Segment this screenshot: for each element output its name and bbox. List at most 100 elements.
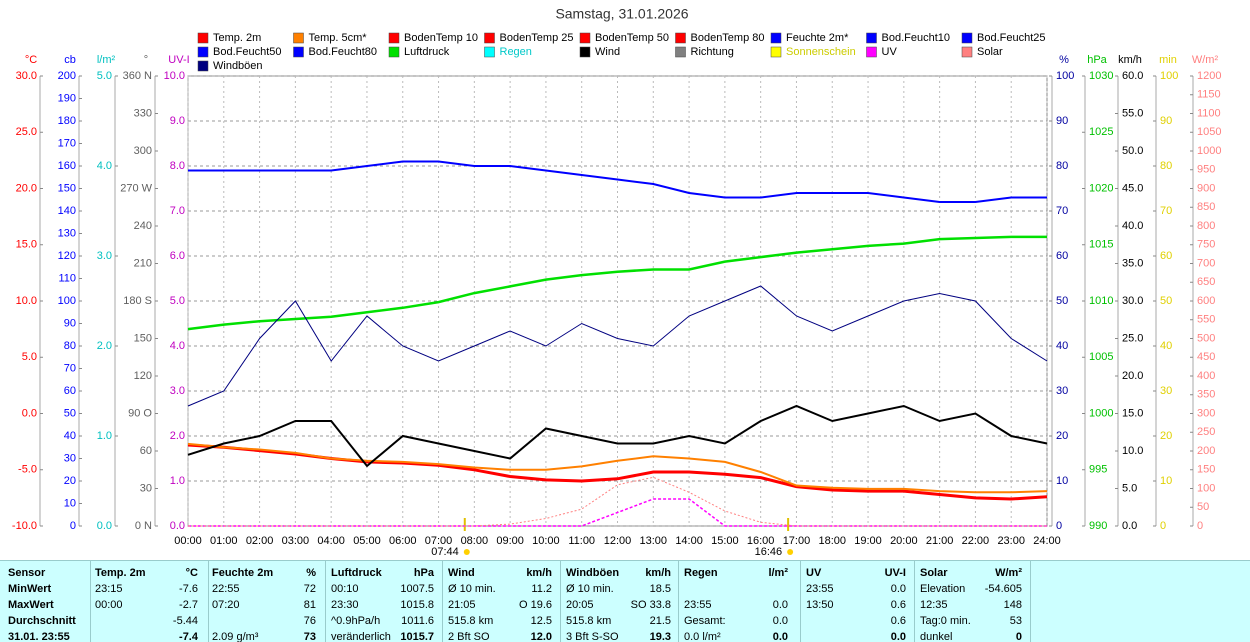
x-tick-label: 20:00 — [890, 535, 918, 547]
y-tick-label: 100 — [1056, 70, 1074, 82]
y-tick-label: 1.0 — [170, 475, 185, 487]
table-cell: MinWert — [8, 583, 52, 595]
y-tick-label: 60.0 — [1122, 70, 1143, 82]
legend-swatch — [197, 60, 209, 72]
table-cell: MaxWert — [8, 599, 54, 611]
y-tick-label: 500 — [1197, 332, 1215, 344]
y-tick-label: 30 — [64, 452, 76, 464]
annotation-label: 07:44 — [431, 546, 459, 558]
table-cell: Gesamt: — [684, 615, 726, 627]
y-tick-label: 1010 — [1089, 295, 1113, 307]
axis-unit: UV-I — [168, 54, 189, 66]
y-tick-label: 1050 — [1197, 126, 1221, 138]
legend-swatch — [293, 46, 304, 58]
y-tick-label: 90 — [1056, 115, 1068, 127]
legend-label: BodenTemp 50 — [595, 32, 669, 44]
table-cell: 18.5 — [649, 583, 671, 595]
x-tick-label: 04:00 — [317, 535, 345, 547]
legend-label: BodenTemp 25 — [500, 32, 574, 44]
y-tick-label: 360 N — [123, 70, 152, 82]
table-cell: -54.605 — [984, 583, 1022, 595]
y-tick-label: 1005 — [1089, 351, 1113, 363]
y-tick-label: 0 N — [135, 520, 152, 532]
y-tick-label: 2.0 — [170, 430, 185, 442]
x-tick-label: 00:00 — [174, 535, 202, 547]
table-cell: Ø 10 min. — [448, 583, 496, 595]
table-cell: 72 — [303, 583, 316, 595]
y-tick-label: 300 — [1197, 407, 1215, 419]
table-cell: hPa — [413, 567, 434, 579]
table-cell: veränderlich — [331, 631, 391, 642]
table-cell: 12.0 — [530, 631, 552, 642]
y-tick-label: 5.0 — [170, 295, 185, 307]
y-tick-label: 20 — [1160, 430, 1172, 442]
annotation-label: 16:46 — [755, 546, 783, 558]
y-tick-label: 40.0 — [1122, 220, 1143, 232]
x-tick-label: 19:00 — [854, 535, 882, 547]
y-tick-label: 20.0 — [1122, 370, 1143, 382]
x-tick-label: 12:00 — [604, 535, 632, 547]
legend-swatch — [579, 32, 591, 44]
table-cell: 53 — [1009, 615, 1022, 627]
axis-unit: km/h — [1118, 54, 1142, 66]
y-tick-label: 9.0 — [170, 115, 185, 127]
table-cell: O 19.6 — [518, 599, 552, 611]
y-tick-label: 100 — [1197, 482, 1215, 494]
legend-label: Regen — [500, 46, 532, 58]
legend-swatch — [675, 46, 686, 58]
y-tick-label: 0 — [1056, 520, 1062, 532]
y-tick-label: 3.0 — [97, 250, 112, 262]
x-tick-label: 02:00 — [246, 535, 274, 547]
table-cell: Regen — [684, 567, 718, 579]
sun-dot — [787, 549, 794, 555]
table-cell: 0.6 — [890, 615, 906, 627]
table-cell: Sensor — [8, 567, 46, 579]
table-cell: km/h — [645, 567, 671, 579]
y-tick-label: 10 — [1160, 475, 1172, 487]
y-tick-label: 1020 — [1089, 182, 1113, 194]
y-tick-label: 190 — [58, 92, 76, 104]
legend-label: Bod.Feucht50 — [213, 46, 282, 58]
y-tick-label: -5.0 — [18, 464, 37, 476]
table-cell: Elevation — [920, 583, 966, 595]
y-tick-label: 270 W — [120, 182, 152, 194]
y-tick-label: 60 — [1056, 250, 1068, 262]
table-cell: 13:50 — [806, 599, 834, 611]
y-tick-label: 15.0 — [1122, 407, 1143, 419]
y-tick-label: 0.0 — [22, 407, 37, 419]
y-tick-label: 950 — [1197, 164, 1215, 176]
legend-label: Bod.Feucht25 — [977, 32, 1046, 44]
x-tick-label: 08:00 — [461, 535, 489, 547]
y-tick-label: 70 — [1160, 205, 1172, 217]
y-tick-label: 120 — [134, 370, 152, 382]
y-tick-label: 550 — [1197, 314, 1215, 326]
table-cell: -7.4 — [179, 631, 198, 642]
y-tick-label: 70 — [1056, 205, 1068, 217]
y-tick-label: 200 — [58, 70, 76, 82]
y-tick-label: 120 — [58, 250, 76, 262]
table-cell: 12:35 — [920, 599, 948, 611]
y-tick-label: 4.0 — [97, 160, 112, 172]
axis-unit: % — [1059, 54, 1069, 66]
series-line — [187, 442, 1048, 494]
y-tick-label: 0 — [1160, 520, 1166, 532]
legend-swatch — [484, 32, 495, 44]
x-tick-label: 15:00 — [711, 535, 739, 547]
x-tick-label: 01:00 — [210, 535, 238, 547]
table-cell: 21.5 — [649, 615, 671, 627]
table-cell: 0 — [1015, 631, 1022, 642]
legend-swatch — [579, 46, 591, 58]
y-tick-label: 2.0 — [97, 340, 112, 352]
table-cell: Temp. 2m — [95, 567, 146, 579]
legend-label: Luftdruck — [404, 46, 450, 58]
table-cell: 1007.5 — [400, 583, 434, 595]
y-tick-label: 10.0 — [16, 295, 37, 307]
table-cell: 23:55 — [806, 583, 834, 595]
table-cell: -5.44 — [172, 615, 198, 627]
y-tick-label: 30.0 — [1122, 295, 1143, 307]
table-cell: °C — [185, 567, 198, 579]
y-tick-label: 50 — [1197, 501, 1209, 513]
y-tick-label: -10.0 — [12, 520, 37, 532]
table-cell: 00:10 — [331, 583, 359, 595]
table-cell: 76 — [303, 615, 316, 627]
